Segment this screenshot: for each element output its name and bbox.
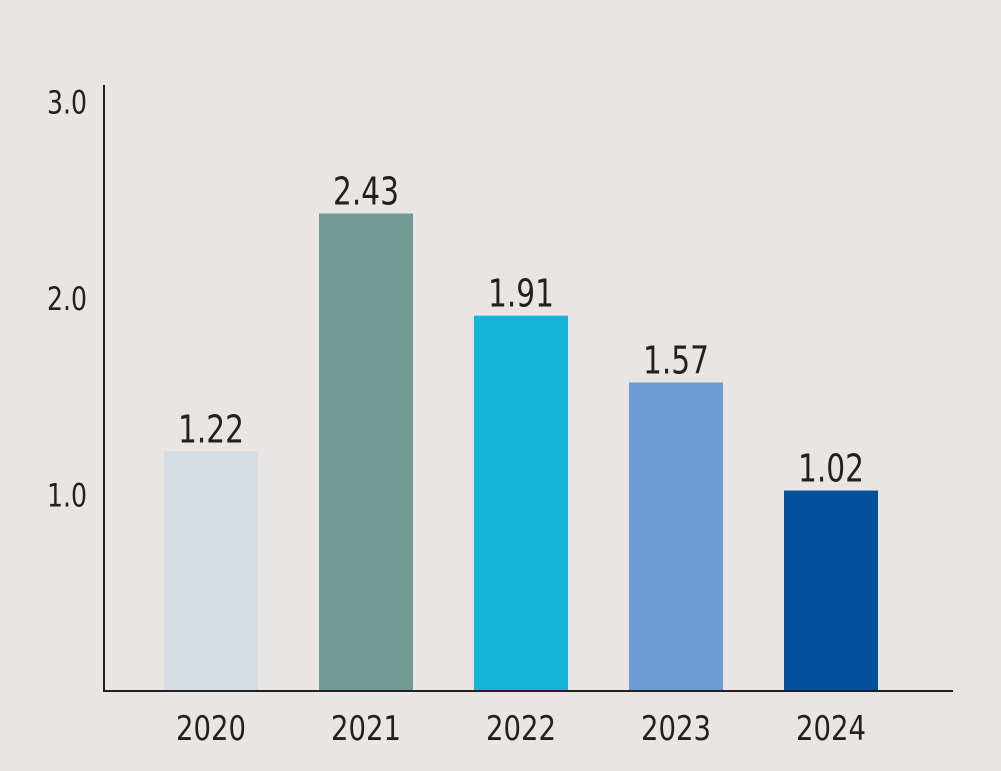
bar-2020 [164, 451, 258, 691]
bar-2022 [474, 315, 568, 691]
bar-2024 [784, 490, 878, 691]
x-tick-label-2020: 2020 [176, 709, 246, 749]
y-tick-labels: 1.0 2.0 3.0 [47, 84, 87, 515]
y-tick-label-2.0: 2.0 [47, 280, 87, 318]
bar-2021 [319, 213, 413, 691]
data-label-2021: 2.43 [333, 170, 399, 214]
x-tick-labels: 2020 2021 2022 2023 2024 [176, 709, 866, 749]
x-tick-label-2024: 2024 [796, 709, 866, 749]
y-tick-label-3.0: 3.0 [47, 84, 87, 122]
x-tick-label-2023: 2023 [641, 709, 711, 749]
data-label-2020: 1.22 [178, 407, 244, 451]
data-label-2023: 1.57 [643, 338, 709, 382]
x-tick-label-2022: 2022 [486, 709, 556, 749]
x-tick-label-2021: 2021 [331, 709, 401, 749]
bars-layer [164, 213, 878, 691]
y-tick-label-1.0: 1.0 [47, 477, 87, 515]
value-labels-layer: 1.22 2.43 1.91 1.57 1.02 [178, 170, 864, 491]
bar-2023 [629, 382, 723, 691]
data-label-2022: 1.91 [488, 272, 554, 316]
data-label-2024: 1.02 [798, 447, 864, 491]
